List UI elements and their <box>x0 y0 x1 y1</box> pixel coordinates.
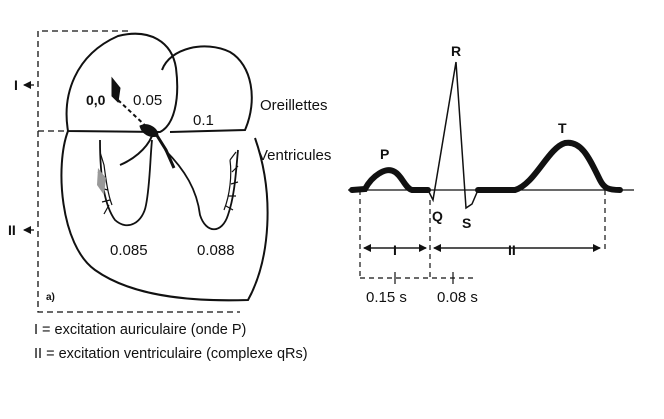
his-bundle <box>154 133 176 169</box>
right-atrium-outline <box>161 45 253 133</box>
panel-label: a) <box>46 292 55 303</box>
ventricular-phase-mark: II <box>8 222 16 238</box>
pq-duration-label: 0.15 s <box>366 289 407 306</box>
right-ventricle-time: 0.088 <box>197 242 235 259</box>
r-wave-label: R <box>451 43 461 59</box>
sa-node <box>111 76 121 104</box>
interval-bracket <box>359 190 606 284</box>
p-wave <box>349 167 431 193</box>
legend-line-atrial: I = excitation auriculaire (onde P) <box>34 322 247 338</box>
s-wave-label: S <box>462 215 471 231</box>
left-ventricle-chamber <box>99 139 153 227</box>
phase-one-interval-label: I <box>393 242 397 258</box>
heart-illustration <box>37 30 269 313</box>
phase-arrows <box>23 81 34 234</box>
ventricles-label: Ventricules <box>258 147 331 164</box>
left-atrium-time: 0.05 <box>133 92 162 109</box>
right-atrium-time: 0.1 <box>193 112 214 129</box>
st-segment-and-t-wave <box>475 139 623 193</box>
purkinje-shading-left <box>97 168 106 195</box>
qrs-duration-label: 0.08 s <box>437 289 478 306</box>
purkinje-fibers-right <box>223 151 239 211</box>
p-wave-label: P <box>380 146 389 162</box>
left-atrium-outline <box>65 32 179 134</box>
t-wave-label: T <box>558 120 567 136</box>
ecg-trace <box>348 61 634 210</box>
legend-line-ventricular: II = excitation ventriculaire (complexe … <box>34 346 308 362</box>
left-ventricle-time: 0.085 <box>110 242 148 259</box>
left-bundle-branch <box>119 135 153 166</box>
qrs-complex <box>427 61 479 210</box>
atria-label: Oreillettes <box>260 97 328 114</box>
sa-node-time: 0,0 <box>86 92 106 108</box>
ventricles-outline <box>60 130 269 302</box>
atrial-phase-mark: I <box>14 77 18 93</box>
phase-two-interval-label: II <box>508 242 516 258</box>
right-ventricle-chamber <box>164 149 239 231</box>
phase-bracket-frame <box>37 30 240 313</box>
q-wave-label: Q <box>432 208 443 224</box>
